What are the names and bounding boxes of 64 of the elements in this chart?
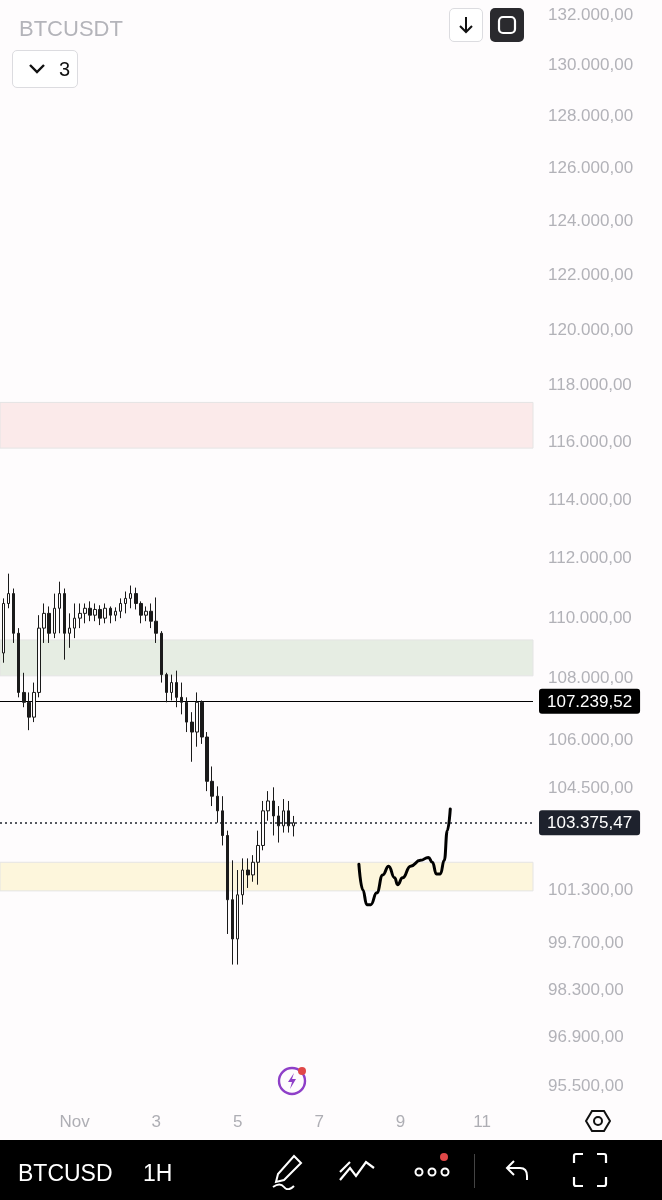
candlestick: [236, 869, 239, 966]
candlestick: [119, 597, 122, 619]
x-tick-label: 5: [232, 1112, 243, 1131]
y-tick-label: 99.700,00: [548, 933, 624, 953]
candlestick: [165, 672, 168, 703]
y-tick-label: 128.000,00: [548, 106, 634, 126]
x-tick-label: 3: [151, 1112, 161, 1131]
y-tick-label: 120.000,00: [548, 319, 634, 339]
y-tick-label: 114.000,00: [548, 489, 632, 509]
candlestick: [2, 597, 5, 664]
y-tick-label: 130.000,00: [548, 55, 634, 75]
candlestick: [73, 602, 76, 639]
y-tick-label: 110.000,00: [548, 607, 632, 627]
candlestick: [12, 588, 15, 644]
text: 1H: [143, 1160, 173, 1187]
candlestick: [68, 612, 71, 649]
y-tick-label: 106.000,00: [548, 730, 634, 750]
candlestick: [160, 630, 163, 684]
y-tick-label: 124.000,00: [548, 211, 634, 231]
y-tick-label: 101.300,00: [548, 880, 634, 900]
candlestick: [109, 605, 112, 624]
y-tick-label: 116.000,00: [548, 432, 632, 452]
ref-line-label: 103.375,47: [547, 813, 633, 833]
x-tick-label: 7: [314, 1112, 324, 1131]
x-tick-label: Nov: [59, 1112, 91, 1131]
candlestick: [124, 591, 127, 614]
candlestick: [180, 682, 183, 715]
candlestick: [221, 795, 224, 846]
y-tick-label: 118.000,00: [548, 375, 632, 395]
interval-dropdown: 3: [12, 50, 78, 88]
candlestick: [287, 800, 290, 834]
ref-line-label: 107.239,52: [547, 691, 633, 711]
candlestick: [277, 805, 280, 844]
annotation: 3: [59, 58, 71, 81]
text: BTCUSD: [18, 1160, 113, 1187]
candlestick: [226, 830, 229, 935]
chart-title: BTCUSDT: [19, 15, 123, 41]
x-tick-label: 9: [395, 1112, 406, 1131]
y-tick-label: 104.500,00: [548, 777, 634, 797]
candlestick: [175, 670, 178, 708]
y-tick-label: 126.000,00: [548, 158, 634, 178]
y-tick-label: 112.000,00: [548, 548, 632, 568]
y-tick-label: 95.500,00: [548, 1075, 624, 1095]
candlestick: [272, 786, 275, 836]
candlestick: [63, 588, 66, 661]
candlestick: [170, 674, 173, 701]
candlestick: [7, 573, 10, 609]
y-tick-label: 122.000,00: [548, 265, 634, 285]
y-tick-label: 132.000,00: [548, 4, 634, 24]
candlestick: [185, 696, 188, 733]
candlestick: [282, 798, 285, 834]
candlestick: [114, 606, 117, 622]
candlestick: [292, 815, 295, 837]
candlestick: [58, 581, 61, 634]
candlestick: [231, 859, 234, 966]
candlestick: [241, 857, 244, 906]
candlestick: [53, 593, 56, 639]
x-tick-label: 11: [473, 1112, 491, 1131]
candlestick: [216, 785, 219, 824]
candlestick: [129, 585, 132, 609]
y-tick-label: 98.300,00: [548, 979, 624, 999]
y-tick-label: 108.000,00: [548, 668, 634, 688]
y-tick-label: 96.900,00: [548, 1027, 624, 1047]
candlestick: [17, 627, 20, 698]
